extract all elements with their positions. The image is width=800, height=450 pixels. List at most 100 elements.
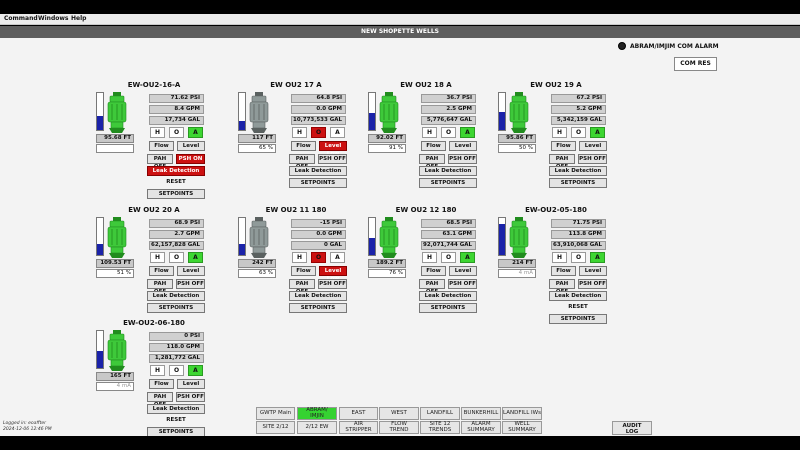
hand-button[interactable]: H (150, 365, 165, 376)
pah-status[interactable]: PAH OFF (147, 154, 173, 170)
leak-detection-status[interactable]: Leak Detection (147, 404, 205, 414)
reset-button[interactable]: RESET (568, 304, 588, 310)
setpoints-button[interactable]: SETPOINTS (549, 314, 607, 324)
psh-status[interactable]: PSH OFF (176, 392, 205, 402)
flow-button[interactable]: Flow (551, 266, 576, 276)
flow-button[interactable]: Flow (149, 379, 174, 389)
leak-detection-status[interactable]: Leak Detection (419, 291, 477, 301)
pah-status[interactable]: PAH OFF (289, 279, 315, 295)
level-button[interactable]: Level (579, 266, 607, 276)
nav-site-12-trends[interactable]: SITE 12 TRENDS (420, 421, 460, 434)
leak-detection-status[interactable]: Leak Detection (419, 166, 477, 176)
psh-status[interactable]: PSH OFF (318, 154, 347, 164)
pah-status[interactable]: PAH OFF (549, 279, 575, 295)
off-button[interactable]: O (571, 127, 586, 138)
pah-status[interactable]: PAH OFF (419, 154, 445, 170)
flow-button[interactable]: Flow (551, 141, 576, 151)
flow-readout: 0.0 GPM (291, 230, 346, 239)
nav-bunkerhill[interactable]: BUNKERHILL (461, 407, 501, 420)
level-button[interactable]: Level (177, 379, 205, 389)
hand-button[interactable]: H (292, 127, 307, 138)
nav-well-summary[interactable]: WELL SUMMARY (502, 421, 542, 434)
flow-button[interactable]: Flow (291, 266, 316, 276)
flow-button[interactable]: Flow (291, 141, 316, 151)
pah-status[interactable]: PAH OFF (147, 279, 173, 295)
nav-west[interactable]: WEST (379, 407, 419, 420)
nav-2-12-ew[interactable]: 2/12 EW (297, 421, 337, 434)
pah-status[interactable]: PAH OFF (147, 392, 173, 408)
off-button[interactable]: O (571, 252, 586, 263)
hand-button[interactable]: H (422, 127, 437, 138)
leak-detection-status[interactable]: Leak Detection (549, 166, 607, 176)
reset-button[interactable]: RESET (166, 179, 186, 185)
auto-button[interactable]: A (460, 252, 475, 263)
reset-button[interactable]: RESET (166, 417, 186, 423)
pah-status[interactable]: PAH OFF (549, 154, 575, 170)
pah-status[interactable]: PAH OFF (419, 279, 445, 295)
nav-landfill-iws[interactable]: LANDFILL IWs (502, 407, 542, 420)
nav-abram-imjin[interactable]: ABRAM/ IMJIN (297, 407, 337, 420)
nav-gwtp-main[interactable]: GWTP Main (256, 407, 295, 420)
nav-flow-trend[interactable]: FLOW TREND (379, 421, 419, 434)
off-button[interactable]: O (311, 252, 326, 263)
leak-detection-status[interactable]: Leak Detection (549, 291, 607, 301)
menu-windows[interactable]: Windows (38, 15, 69, 22)
flow-button[interactable]: Flow (421, 141, 446, 151)
menu-help[interactable]: Help (71, 15, 87, 22)
setpoints-button[interactable]: SETPOINTS (419, 303, 477, 313)
off-button[interactable]: O (169, 127, 184, 138)
menu-command[interactable]: Command (4, 15, 38, 22)
flow-button[interactable]: Flow (149, 266, 174, 276)
nav-air-stripper[interactable]: AIR STRIPPER (339, 421, 378, 434)
auto-button[interactable]: A (460, 127, 475, 138)
auto-button[interactable]: A (188, 127, 203, 138)
nav-east[interactable]: EAST (339, 407, 378, 420)
setpoints-button[interactable]: SETPOINTS (147, 303, 205, 313)
auto-button[interactable]: A (330, 252, 345, 263)
level-button[interactable]: Level (579, 141, 607, 151)
leak-detection-status[interactable]: Leak Detection (147, 291, 205, 301)
hand-button[interactable]: H (552, 252, 567, 263)
auto-button[interactable]: A (188, 365, 203, 376)
off-button[interactable]: O (169, 252, 184, 263)
auto-button[interactable]: A (590, 252, 605, 263)
nav-landfill[interactable]: LANDFILL (420, 407, 460, 420)
level-button[interactable]: Level (177, 141, 205, 151)
hand-button[interactable]: H (150, 127, 165, 138)
off-button[interactable]: O (169, 365, 184, 376)
psh-status[interactable]: PSH OFF (448, 154, 477, 164)
pah-status[interactable]: PAH OFF (289, 154, 315, 170)
nav-alarm-summary[interactable]: ALARM SUMMARY (461, 421, 501, 434)
off-button[interactable]: O (441, 127, 456, 138)
setpoints-button[interactable]: SETPOINTS (549, 178, 607, 188)
hand-button[interactable]: H (292, 252, 307, 263)
level-ma-readout: 4 mA (96, 382, 134, 391)
leak-detection-status[interactable]: Leak Detection (289, 166, 347, 176)
auto-button[interactable]: A (590, 127, 605, 138)
setpoints-button[interactable]: SETPOINTS (289, 178, 347, 188)
level-button[interactable]: Level (177, 266, 205, 276)
psh-status[interactable]: PSH OFF (578, 279, 607, 289)
setpoints-button[interactable]: SETPOINTS (419, 178, 477, 188)
leak-detection-status[interactable]: Leak Detection (289, 291, 347, 301)
psh-status[interactable]: PSH OFF (176, 279, 205, 289)
setpoints-button[interactable]: SETPOINTS (147, 189, 205, 199)
hand-button[interactable]: H (150, 252, 165, 263)
off-button[interactable]: O (311, 127, 326, 138)
setpoints-button[interactable]: SETPOINTS (289, 303, 347, 313)
audit-log-button[interactable]: AUDIT LOG (612, 421, 652, 435)
auto-button[interactable]: A (188, 252, 203, 263)
off-button[interactable]: O (441, 252, 456, 263)
psh-status[interactable]: PSH OFF (578, 154, 607, 164)
flow-button[interactable]: Flow (421, 266, 446, 276)
level-button[interactable]: Level (449, 266, 477, 276)
psh-status[interactable]: PSH OFF (318, 279, 347, 289)
level-button[interactable]: Level (449, 141, 477, 151)
hand-button[interactable]: H (422, 252, 437, 263)
auto-button[interactable]: A (330, 127, 345, 138)
hand-button[interactable]: H (552, 127, 567, 138)
flow-button[interactable]: Flow (149, 141, 174, 151)
com-reset-button[interactable]: COM RES (674, 57, 717, 71)
psh-status[interactable]: PSH OFF (448, 279, 477, 289)
nav-site-2-12[interactable]: SITE 2/12 (256, 421, 295, 434)
